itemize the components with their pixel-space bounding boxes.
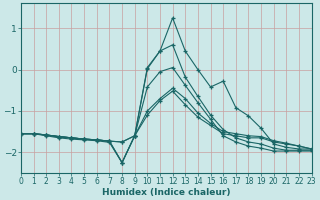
X-axis label: Humidex (Indice chaleur): Humidex (Indice chaleur)	[102, 188, 230, 197]
